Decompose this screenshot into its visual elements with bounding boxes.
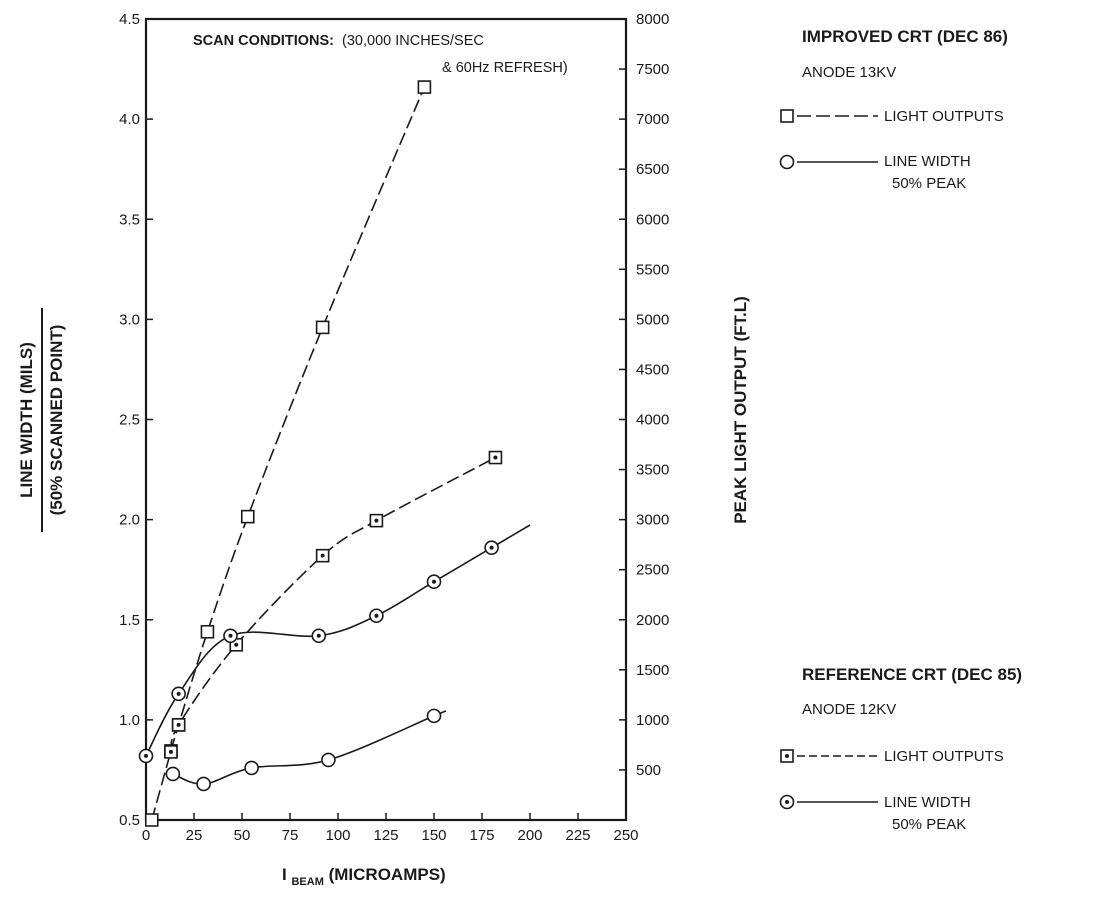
right-y-tick-label: 3500 [636, 462, 669, 479]
legend-reference-width1: LINE WIDTH [884, 794, 971, 811]
legend-improved-width2: 50% PEAK [892, 175, 966, 192]
left-y-tick-label: 4.5 [119, 11, 140, 28]
series-2-marker-dot [320, 553, 325, 558]
series-2-marker-dot [234, 642, 239, 647]
right-y-tick-label: 5500 [636, 261, 669, 278]
right-y-tick-label: 4500 [636, 361, 669, 378]
left-y-tick-label: 2.5 [119, 412, 140, 429]
series-4-marker-dot [228, 633, 233, 638]
left-y-label-line1: LINE WIDTH (MILS) [17, 342, 36, 498]
right-y-tick-label: 1000 [636, 712, 669, 729]
x-tick-label: 225 [565, 827, 590, 844]
series-3-circle-marker [196, 776, 211, 792]
legend-circle-dot-center [785, 800, 789, 804]
series-1-square-marker [315, 320, 330, 335]
legend-improved-anode: ANODE 13KV [802, 64, 896, 81]
series-2-marker-dot [374, 518, 379, 523]
series-4-marker-dot [489, 545, 494, 550]
x-tick-label: 75 [282, 827, 299, 844]
series-3-circle-marker [165, 766, 181, 782]
x-tick-label: 25 [186, 827, 203, 844]
right-y-tick-label: 500 [636, 762, 661, 779]
right-y-tick-label: 1500 [636, 662, 669, 679]
x-tick-label: 100 [325, 827, 350, 844]
legend-circle-marker [779, 154, 795, 170]
right-y-tick-label: 6500 [636, 161, 669, 178]
x-tick-label: 50 [234, 827, 251, 844]
left-y-tick-label: 2.0 [119, 512, 140, 529]
left-y-tick-label: 0.5 [119, 812, 140, 829]
annotation-line1: (30,000 INCHES/SEC [342, 33, 484, 49]
legend-circle-dot-marker [779, 794, 795, 810]
legend-reference-light: LIGHT OUTPUTS [884, 748, 1004, 765]
left-y-axis-label: LINE WIDTH (MILS) (50% SCANNED POINT) [17, 308, 66, 532]
annotation-line2: & 60Hz REFRESH) [442, 60, 568, 76]
series-2-marker-dot [176, 722, 181, 727]
legend-improved-width1: LINE WIDTH [884, 153, 971, 170]
x-axis-ticks: 0 25 50 75 100 125 150 175 200 225 250 [142, 813, 639, 844]
legend-reference: REFERENCE CRT (DEC 85) ANODE 12KV LIGHT … [779, 665, 1022, 833]
legend-square-marker [780, 109, 794, 123]
x-axis-label-prefix: I [282, 865, 287, 884]
series-4-marker-dot [432, 579, 436, 584]
left-y-tick-label: 3.5 [119, 211, 140, 228]
right-y-tick-label: 2500 [636, 562, 669, 579]
series-3-circle-marker [244, 760, 259, 776]
legend-improved-light: LIGHT OUTPUTS [884, 108, 1004, 125]
right-y-tick-label: 5000 [636, 311, 669, 328]
series-3-circle-marker [426, 708, 442, 724]
right-y-tick-label: 3000 [636, 512, 669, 529]
x-tick-label: 125 [373, 827, 398, 844]
right-y-tick-label: 8000 [636, 11, 669, 28]
annotation-bold: SCAN CONDITIONS: [193, 33, 334, 49]
scan-conditions-annotation: SCAN CONDITIONS: (30,000 INCHES/SEC [193, 33, 484, 49]
legend-square-dot-center [785, 754, 789, 758]
right-y-tick-label: 2000 [636, 612, 669, 629]
left-y-axis-ticks: 0.5 1.0 1.5 2.0 2.5 3.0 3.5 4.0 4.5 [119, 11, 153, 829]
legend-reference-width2: 50% PEAK [892, 816, 966, 833]
legend-square-dot-marker [780, 749, 794, 763]
x-tick-label: 250 [613, 827, 638, 844]
left-y-label-line2: (50% SCANNED POINT) [47, 325, 66, 516]
series-1-line [151, 86, 426, 821]
series-4-marker-dot [176, 691, 181, 696]
left-y-tick-label: 1.5 [119, 612, 140, 629]
x-tick-label: 200 [517, 827, 542, 844]
series-4-marker-dot [374, 613, 379, 618]
left-y-tick-label: 3.0 [119, 311, 140, 328]
legend-improved: IMPROVED CRT (DEC 86) ANODE 13KV LIGHT O… [779, 27, 1008, 192]
series-4-marker-dot [144, 753, 148, 758]
x-axis-label-sub: BEAM [291, 876, 323, 888]
series-2-marker-dot [493, 455, 498, 460]
series-2-marker-dot [168, 749, 173, 754]
series-1-square-marker [144, 813, 159, 827]
x-axis-label: I BEAM (MICROAMPS) [282, 865, 446, 889]
right-y-axis-label: PEAK LIGHT OUTPUT (FT.L) [731, 296, 750, 524]
x-tick-label: 0 [142, 827, 150, 844]
left-y-tick-label: 4.0 [119, 111, 140, 128]
right-y-tick-label: 4000 [636, 412, 669, 429]
right-y-axis-ticks: 500 1000 1500 2000 2500 3000 3500 4000 4500 5000 5… [619, 11, 669, 779]
legend-reference-title: REFERENCE CRT (DEC 85) [802, 665, 1022, 684]
right-y-tick-label: 7500 [636, 61, 669, 78]
series-4-marker-dot [316, 633, 321, 638]
series-3-circle-marker [321, 752, 336, 768]
series-1-square-marker [200, 624, 215, 639]
right-y-tick-label: 7000 [636, 111, 669, 128]
x-axis-label-suffix: (MICROAMPS) [329, 865, 446, 884]
series-1-square-marker [417, 80, 432, 94]
right-y-tick-label: 6000 [636, 211, 669, 228]
x-tick-label: 175 [469, 827, 494, 844]
series-1-square-marker [240, 509, 255, 524]
left-y-tick-label: 1.0 [119, 712, 140, 729]
legend-improved-title: IMPROVED CRT (DEC 86) [802, 27, 1008, 46]
legend-reference-anode: ANODE 12KV [802, 701, 896, 718]
x-tick-label: 150 [421, 827, 446, 844]
series-layer [138, 80, 531, 827]
